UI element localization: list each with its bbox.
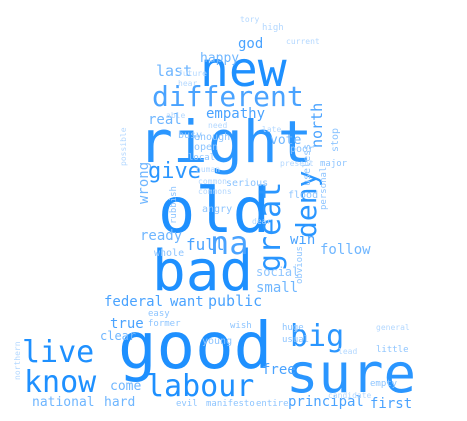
word-poor: poor — [290, 144, 314, 155]
word-human: human — [196, 165, 220, 174]
word-little: little — [376, 345, 409, 355]
word-federal: federal — [104, 294, 163, 310]
word-good: good — [118, 310, 272, 384]
word-evil: evil — [176, 399, 198, 409]
word-labour: labour — [146, 369, 254, 404]
word-national: national — [32, 395, 95, 410]
word-open: open — [194, 142, 218, 153]
word-vote: vote — [270, 133, 301, 148]
word-serious: serious — [226, 178, 268, 189]
word-whole: whole — [154, 248, 184, 259]
word-happy: happy — [200, 51, 239, 66]
word-right: right — [138, 108, 313, 176]
word-true: true — [110, 316, 144, 332]
word-possible: possible — [119, 127, 128, 166]
word-future: future — [178, 69, 207, 78]
word-able: able — [166, 111, 185, 120]
word-general: general — [376, 323, 410, 332]
word-manifesto: manifesto — [206, 399, 255, 409]
word-hard: hard — [104, 395, 135, 410]
word-great: great — [253, 182, 288, 272]
word-north: north — [308, 103, 326, 148]
word-present: present — [280, 159, 314, 168]
word-obvious: obvious — [295, 246, 305, 284]
word-entire: entire — [256, 399, 289, 409]
word-wrong: wrong — [136, 162, 152, 204]
word-enough: enough — [194, 132, 230, 143]
word-bad: bad — [152, 239, 253, 304]
word-want: want — [170, 294, 204, 310]
word-current: current — [286, 37, 320, 46]
word-win: win — [290, 232, 315, 248]
word-give: give — [148, 159, 201, 184]
word-young: young — [202, 336, 232, 347]
word-come: come — [110, 379, 141, 394]
word-easy: easy — [148, 309, 170, 319]
word-social: social — [256, 265, 299, 279]
word-candidate: candidate — [328, 391, 372, 400]
word-lead: lead — [338, 347, 357, 356]
word-last: last — [156, 62, 192, 80]
word-small: small — [256, 280, 298, 296]
word-live: live — [22, 335, 94, 370]
word-different: different — [152, 80, 304, 113]
word-dear: dear — [252, 217, 271, 226]
word-big: big — [290, 319, 344, 354]
word-real: real — [148, 112, 182, 128]
word-tory: tory — [240, 15, 259, 24]
word-full: full — [186, 235, 225, 254]
word-public: public — [208, 292, 262, 310]
word-high: high — [262, 23, 284, 33]
word-god: god — [238, 36, 263, 52]
word-empty: empty — [370, 379, 398, 389]
word-first: first — [370, 396, 412, 412]
word-deny: deny — [290, 171, 323, 238]
word-clear: clear — [100, 329, 136, 343]
word-principal: principal — [288, 394, 364, 410]
word-former: former — [148, 319, 181, 329]
word-hear: hear — [178, 79, 197, 88]
word-personal: personal — [319, 167, 329, 210]
word-late: late — [262, 125, 281, 134]
word-northern: northern — [13, 341, 22, 380]
word-follow: follow — [320, 242, 371, 258]
word-major: major — [320, 159, 348, 169]
word-new: new — [200, 42, 287, 98]
word-common: common — [198, 177, 227, 186]
word-wish: wish — [230, 321, 252, 331]
word-ready: ready — [140, 228, 182, 244]
word-free: free — [262, 362, 296, 378]
word-empathy: empathy — [206, 106, 265, 122]
word-useless: useless — [302, 144, 313, 186]
word-local: local — [188, 153, 215, 163]
word-usual: usual — [282, 335, 309, 345]
word-old: old — [158, 174, 270, 247]
word-rubbish: rubbish — [169, 186, 179, 224]
word-commons: commons — [198, 187, 232, 196]
word-angry: angry — [202, 204, 232, 215]
word-know: know — [24, 365, 97, 400]
word-stop: stop — [330, 128, 341, 152]
word-sure: sure — [286, 342, 416, 405]
word-need: need — [208, 121, 227, 130]
word-huge: huge — [282, 323, 304, 333]
word-flood: flood — [288, 190, 318, 201]
word-busy: busy — [178, 130, 202, 141]
word-na: na — [210, 224, 249, 262]
